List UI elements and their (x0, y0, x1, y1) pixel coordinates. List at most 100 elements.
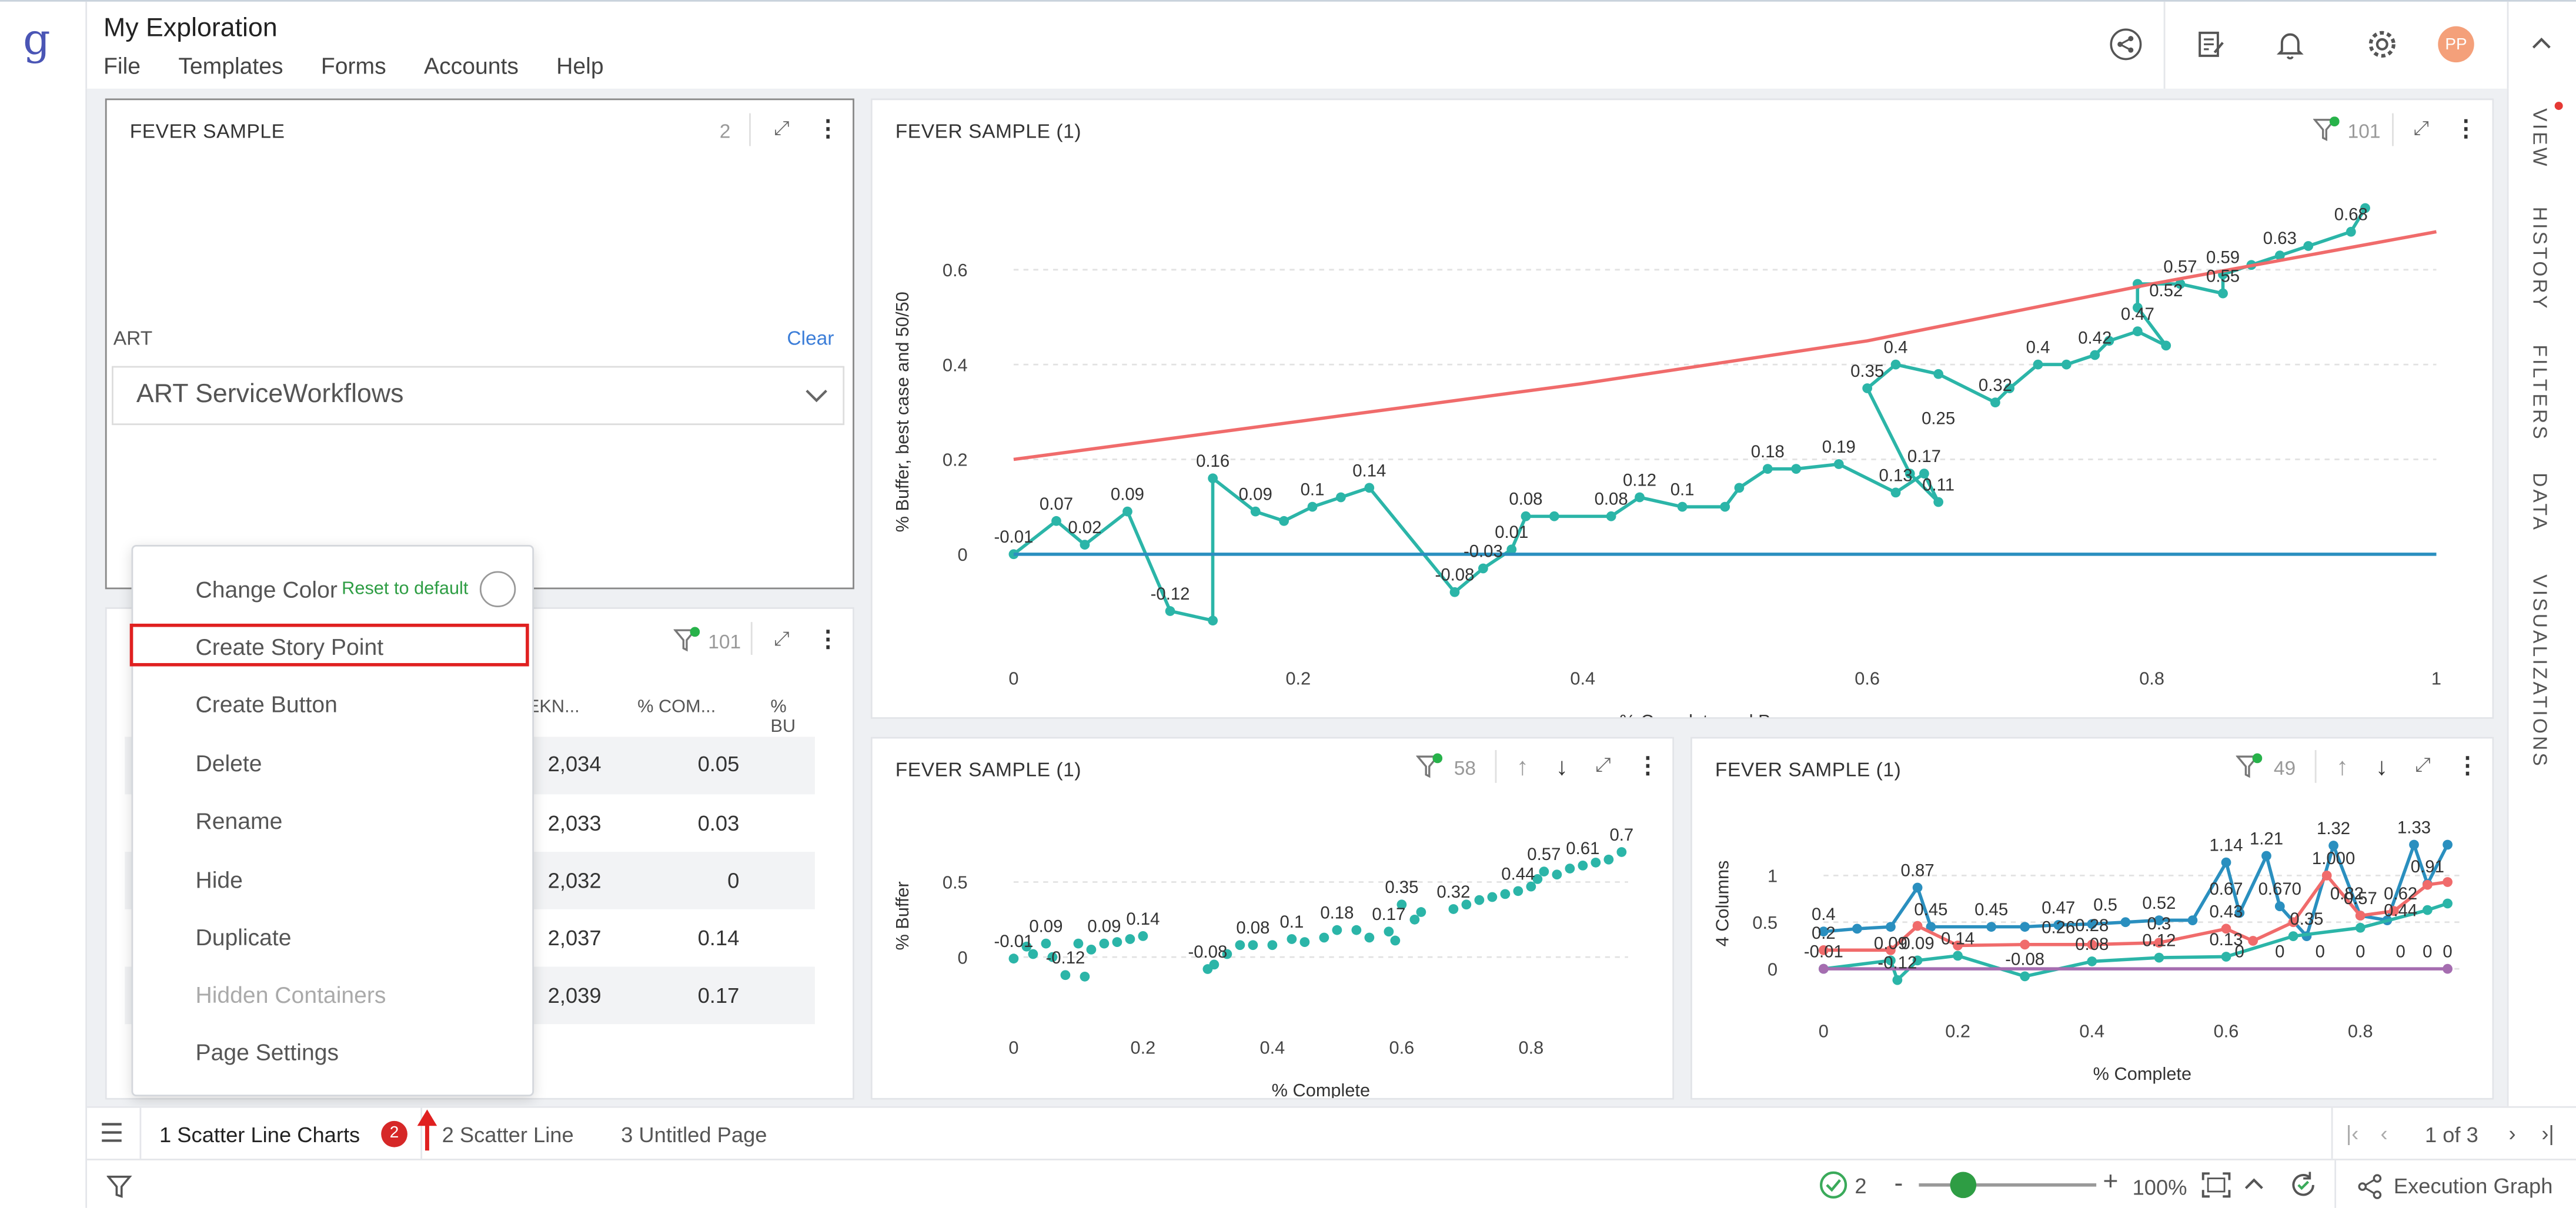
filter-icon[interactable] (106, 1173, 133, 1208)
hamburger-icon[interactable] (99, 1121, 125, 1152)
data-label: 0.52 (2149, 281, 2183, 300)
filter-icon[interactable] (1415, 753, 1443, 788)
expand-icon[interactable]: ⤢ (1595, 753, 1611, 777)
menu-item-delete[interactable]: Delete (195, 749, 262, 777)
table-row[interactable]: 2,033 0.03 (125, 794, 814, 852)
data-point (2221, 857, 2231, 868)
chart-panel-main[interactable]: FEVER SAMPLE (1) 101 ⤢ ⋮ 0 0.2 0.4 0.6 0 0.2 0… (870, 98, 2494, 719)
zoom-out-button[interactable]: - (1894, 1170, 1903, 1199)
menu-item-duplicate[interactable]: Duplicate (195, 923, 292, 951)
arrow-up-icon[interactable]: ↑ (1516, 753, 1529, 781)
filter-panel[interactable]: FEVER SAMPLE 2 ⤢ ⋮ ART Clear ART Service… (105, 98, 854, 590)
fit-screen-icon[interactable] (2201, 1172, 2231, 1206)
expand-icon[interactable]: ⤢ (773, 116, 790, 140)
next-page-icon[interactable]: › (2508, 1120, 2516, 1146)
share-icon[interactable] (2106, 25, 2146, 64)
chart-panel-columns[interactable]: FEVER SAMPLE (1) 49 ↑ ↓ ⤢ ⋮ 0 0.5 1 0 0.2 0.4… (1690, 737, 2494, 1100)
menu-item-create-button[interactable]: Create Button (195, 691, 338, 718)
expand-icon[interactable]: ⤢ (2413, 116, 2430, 140)
refresh-check-icon[interactable] (2288, 1170, 2318, 1208)
menu-item-rename[interactable]: Rename (195, 807, 283, 834)
menu-forms[interactable]: Forms (320, 52, 386, 79)
y-tick-label: 1 (1768, 866, 1778, 886)
avatar[interactable]: PP (2438, 26, 2474, 63)
tab-page-2[interactable]: 2 Scatter Line (442, 1122, 574, 1147)
zoom-slider-track[interactable] (1919, 1183, 2097, 1187)
data-label: 0.09 (1874, 933, 1907, 953)
gear-icon[interactable] (2363, 25, 2402, 64)
more-options-icon[interactable]: ⋮ (816, 115, 840, 142)
graph-icon[interactable] (2357, 1173, 2384, 1208)
data-label: 0.67 (2209, 879, 2243, 899)
chart-panel-scatter[interactable]: FEVER SAMPLE (1) 58 ↑ ↓ ⤢ ⋮ 0 0.5 0 0.2 0.4 0… (870, 737, 1675, 1100)
color-swatch[interactable] (479, 571, 516, 608)
filter-icon[interactable] (673, 627, 700, 662)
reset-to-default-link[interactable]: Reset to default (342, 579, 469, 600)
select-value: ART ServiceWorkflows (136, 380, 404, 409)
art-select[interactable]: ART ServiceWorkflows (111, 366, 845, 426)
tab-page-3[interactable]: 3 Untitled Page (621, 1122, 767, 1147)
data-label: 0.1 (1670, 480, 1695, 500)
menu-item-page-settings[interactable]: Page Settings (195, 1039, 339, 1066)
menu-item-hide[interactable]: Hide (195, 866, 243, 893)
data-point (1364, 483, 1375, 493)
tab-filters[interactable]: FILTERS (2528, 344, 2552, 441)
clear-link[interactable]: Clear (787, 326, 834, 350)
chevron-up-icon[interactable] (2243, 1173, 2266, 1204)
data-label: 0.25 (1922, 409, 1955, 429)
more-options-icon[interactable]: ⋮ (2454, 115, 2478, 142)
menu-item-change-color[interactable]: Change Color (195, 575, 338, 603)
data-point (2218, 288, 2228, 299)
tab-view[interactable]: VIEW (2528, 108, 2552, 169)
divider (749, 113, 751, 146)
menu-item-create-story-point[interactable]: Create Story Point (195, 633, 384, 660)
more-options-icon[interactable]: ⋮ (1636, 751, 1659, 778)
execution-graph-button[interactable]: Execution Graph (2393, 1173, 2553, 1199)
data-label: 1.000 (2312, 849, 2355, 868)
y-tick-label: 0 (958, 544, 968, 565)
expand-icon[interactable]: ⤢ (2415, 753, 2431, 777)
expand-icon[interactable]: ⤢ (773, 627, 790, 650)
data-point (1267, 940, 1278, 951)
menu-help[interactable]: Help (556, 52, 604, 79)
column-header[interactable]: EKN... (527, 697, 580, 718)
table-row[interactable]: 2,037 0.14 (125, 909, 814, 967)
column-header[interactable]: % COM... (637, 697, 716, 718)
tab-history[interactable]: HISTORY (2528, 206, 2552, 311)
app-logo[interactable]: g (23, 16, 51, 66)
chart-scatter[interactable]: 0 0.5 0 0.2 0.4 0.6 0.8 % Complete % Buffer -0.01… (873, 788, 1673, 1098)
arrow-down-icon[interactable]: ↓ (1555, 753, 1568, 781)
table-cell: 2,034 (547, 751, 602, 777)
bell-icon[interactable] (2270, 25, 2310, 64)
more-options-icon[interactable]: ⋮ (816, 625, 840, 652)
first-page-icon[interactable]: |‹ (2346, 1120, 2359, 1146)
data-point (2020, 939, 2030, 950)
menu-accounts[interactable]: Accounts (423, 52, 519, 79)
data-label: 0.670 (2258, 879, 2301, 899)
tab-data[interactable]: DATA (2528, 473, 2552, 533)
zoom-slider-handle[interactable] (1950, 1172, 1977, 1199)
filter-icon[interactable] (2313, 116, 2340, 151)
notes-icon[interactable] (2191, 25, 2231, 64)
check-count: 2 (1855, 1173, 1867, 1199)
chart-main[interactable]: 0 0.2 0.4 0.6 0 0.2 0.4 0.6 0.8 1 % Complete and P… (873, 149, 2493, 717)
filter-icon[interactable] (2235, 753, 2263, 788)
zoom-in-button[interactable]: + (2103, 1168, 2119, 1197)
data-point (1549, 511, 1559, 521)
data-label: -0.12 (1045, 948, 1085, 968)
divider (1495, 749, 1497, 783)
last-page-icon[interactable]: ›| (2541, 1120, 2554, 1146)
column-header[interactable]: % BU (770, 697, 796, 737)
data-label: 0.13 (2209, 930, 2243, 949)
more-options-icon[interactable]: ⋮ (2456, 751, 2480, 778)
menu-templates[interactable]: Templates (178, 52, 283, 79)
chevron-up-icon[interactable] (2522, 25, 2561, 64)
menu-file[interactable]: File (103, 52, 141, 79)
prev-page-icon[interactable]: ‹ (2380, 1120, 2388, 1146)
arrow-up-icon[interactable]: ↑ (2336, 753, 2349, 781)
tab-visualizations[interactable]: VISUALIZATIONS (2528, 574, 2552, 769)
arrow-down-icon[interactable]: ↓ (2375, 753, 2388, 781)
data-point (1250, 506, 1261, 517)
tab-page-1[interactable]: 1 Scatter Line Charts 2 (139, 1107, 423, 1160)
